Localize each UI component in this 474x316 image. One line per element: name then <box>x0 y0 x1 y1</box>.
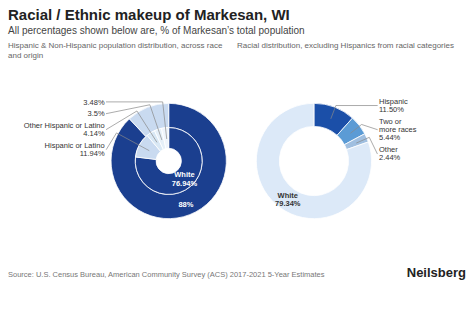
svg-text:3.48%: 3.48% <box>83 98 105 107</box>
svg-text:Hispanic11.50%: Hispanic11.50% <box>379 97 408 114</box>
html-text:Hispanic & Non-Hispanic popula: Hispanic & Non-Hispanic population distr… <box>8 41 223 60</box>
svg-text:88%: 88% <box>178 200 193 209</box>
svg-text:Other2.44%: Other2.44% <box>379 145 401 162</box>
html-text:Racial distribution, excluding: Racial distribution, excluding Hispanics… <box>237 41 454 50</box>
svg-text:White76.94%: White76.94% <box>172 170 198 187</box>
html-text:All percentages shown below ar: All percentages shown below are, % of Ma… <box>8 25 305 36</box>
svg-text:Hispanic or Latino11.94%: Hispanic or Latino11.94% <box>45 141 105 158</box>
svg-text:3.5%: 3.5% <box>88 109 105 118</box>
html-text:Neilsberg: Neilsberg <box>406 265 466 280</box>
html-text:Racial / Ethnic makeup of Mark: Racial / Ethnic makeup of Markesan, WI <box>8 6 290 23</box>
svg-text:Other Hispanic or Latino4.14%: Other Hispanic or Latino4.14% <box>24 121 105 138</box>
svg-text:White79.34%: White79.34% <box>275 191 301 208</box>
html-text:Source: U.S. Census Bureau, Am: Source: U.S. Census Bureau, American Com… <box>8 270 325 279</box>
svg-text:Two ormore races5.44%: Two ormore races5.44% <box>379 117 417 143</box>
